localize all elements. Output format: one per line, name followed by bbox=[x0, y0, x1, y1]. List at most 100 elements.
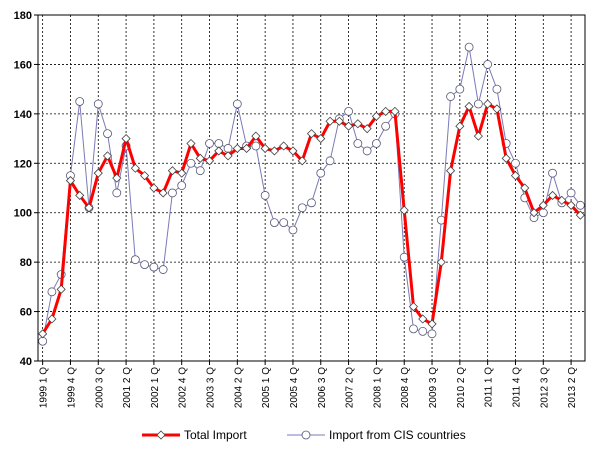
x-tick-label: 2011 1 Q bbox=[484, 367, 495, 408]
data-point-total-import bbox=[102, 151, 113, 161]
y-tick-label: 80 bbox=[20, 257, 32, 269]
data-point-total-import bbox=[242, 143, 252, 154]
data-point-cis-import bbox=[47, 287, 57, 297]
data-point-total-import bbox=[204, 156, 215, 166]
data-point-cis-import bbox=[455, 84, 465, 94]
data-point-cis-import bbox=[446, 92, 455, 101]
data-point-total-import bbox=[158, 188, 168, 198]
data-point-cis-import bbox=[195, 166, 205, 176]
data-point-total-import bbox=[566, 200, 576, 210]
data-point-cis-import bbox=[344, 106, 353, 116]
data-point-cis-import bbox=[473, 99, 483, 109]
data-point-cis-import bbox=[316, 168, 326, 178]
data-point-total-import bbox=[520, 183, 530, 193]
data-point-cis-import bbox=[177, 181, 187, 190]
x-tick-label: 2004 2 Q bbox=[233, 367, 244, 408]
data-point-total-import bbox=[47, 314, 57, 324]
data-point-cis-import bbox=[260, 191, 270, 200]
data-point-total-import bbox=[399, 205, 409, 215]
data-point-cis-import bbox=[232, 99, 242, 109]
data-point-cis-import bbox=[38, 336, 48, 346]
data-point-total-import bbox=[195, 153, 205, 163]
data-point-cis-import bbox=[214, 139, 224, 148]
data-point-total-import bbox=[223, 151, 233, 161]
data-point-cis-import bbox=[307, 198, 316, 208]
y-tick-label: 140 bbox=[14, 109, 32, 121]
data-point-total-import bbox=[473, 131, 483, 141]
data-point-cis-import bbox=[371, 139, 381, 148]
x-tick-label: 1999 4 Q bbox=[66, 367, 77, 408]
data-point-total-import bbox=[93, 168, 103, 178]
grid-layer bbox=[38, 15, 585, 361]
data-point-total-import bbox=[492, 104, 502, 114]
data-point-total-import bbox=[446, 166, 456, 176]
x-tick-label: 1999 1 Q bbox=[39, 367, 50, 408]
data-point-cis-import bbox=[511, 158, 520, 168]
y-tick-label: 100 bbox=[14, 208, 32, 220]
data-point-cis-import bbox=[575, 200, 585, 210]
data-point-cis-import bbox=[409, 324, 418, 334]
x-tick-label: 2007 2 Q bbox=[345, 367, 356, 408]
data-point-total-import bbox=[501, 153, 511, 163]
data-point-total-import bbox=[510, 171, 521, 181]
x-tick-label: 2011 4 Q bbox=[511, 367, 522, 408]
data-point-total-import bbox=[557, 195, 567, 205]
data-point-cis-import bbox=[538, 208, 548, 218]
data-point-total-import bbox=[38, 329, 48, 339]
data-point-total-import bbox=[56, 284, 66, 294]
data-point-total-import bbox=[390, 106, 400, 116]
data-point-total-import bbox=[186, 138, 196, 149]
data-point-total-import bbox=[75, 190, 85, 200]
data-point-total-import bbox=[455, 121, 465, 131]
data-point-total-import bbox=[297, 156, 307, 166]
y-tick-label: 120 bbox=[14, 158, 32, 170]
x-tick-label: 2005 4 Q bbox=[289, 367, 300, 408]
data-point-cis-import bbox=[548, 168, 557, 178]
data-point-cis-import bbox=[566, 188, 576, 198]
data-point-cis-import bbox=[279, 218, 289, 228]
data-point-total-import bbox=[483, 99, 493, 109]
legend-label-cis-import: Import from CIS countries bbox=[329, 428, 466, 442]
data-point-cis-import bbox=[297, 203, 307, 213]
x-axis: 1999 1 Q 1999 4 Q 2000 3 Q 2001 2 Q 2002 1 Q… bbox=[39, 361, 578, 408]
data-point-cis-import bbox=[149, 262, 159, 272]
data-point-total-import bbox=[538, 200, 548, 210]
data-point-total-import bbox=[381, 106, 391, 116]
data-point-total-import bbox=[121, 134, 131, 144]
data-point-total-import bbox=[167, 166, 177, 176]
data-point-cis-import bbox=[205, 139, 214, 148]
data-point-cis-import bbox=[288, 225, 298, 235]
data-point-cis-import bbox=[362, 146, 372, 156]
series-layer bbox=[38, 42, 585, 346]
data-point-total-import bbox=[130, 163, 140, 173]
data-point-total-import bbox=[269, 146, 279, 156]
data-point-total-import bbox=[418, 314, 428, 324]
data-point-cis-import bbox=[483, 60, 493, 69]
data-point-cis-import bbox=[381, 121, 391, 131]
data-point-total-import bbox=[316, 134, 326, 144]
x-tick-label: 2008 1 Q bbox=[372, 367, 383, 408]
x-tick-label: 2010 2 Q bbox=[456, 367, 467, 408]
data-point-total-import bbox=[65, 176, 76, 186]
data-point-cis-import bbox=[168, 188, 177, 198]
data-point-cis-import bbox=[464, 42, 474, 52]
x-tick-label: 2012 3 Q bbox=[539, 367, 550, 408]
legend-marker-cis-import bbox=[301, 430, 311, 440]
data-point-total-import bbox=[436, 257, 446, 267]
data-point-total-import bbox=[232, 143, 242, 154]
data-point-total-import bbox=[344, 121, 354, 131]
data-point-total-import bbox=[371, 111, 381, 121]
data-point-total-import bbox=[464, 101, 474, 112]
y-tick-label: 60 bbox=[20, 307, 32, 319]
y-axis: 40 60 80 100 120 140 160 180 bbox=[14, 10, 38, 368]
data-point-total-import bbox=[260, 143, 270, 154]
data-point-total-import bbox=[547, 190, 558, 200]
data-point-total-import bbox=[575, 210, 585, 220]
data-point-total-import bbox=[112, 173, 122, 183]
data-point-cis-import bbox=[223, 144, 233, 153]
x-tick-label: 2001 2 Q bbox=[122, 367, 133, 408]
series-total-import bbox=[38, 99, 585, 339]
data-point-cis-import bbox=[492, 84, 502, 94]
